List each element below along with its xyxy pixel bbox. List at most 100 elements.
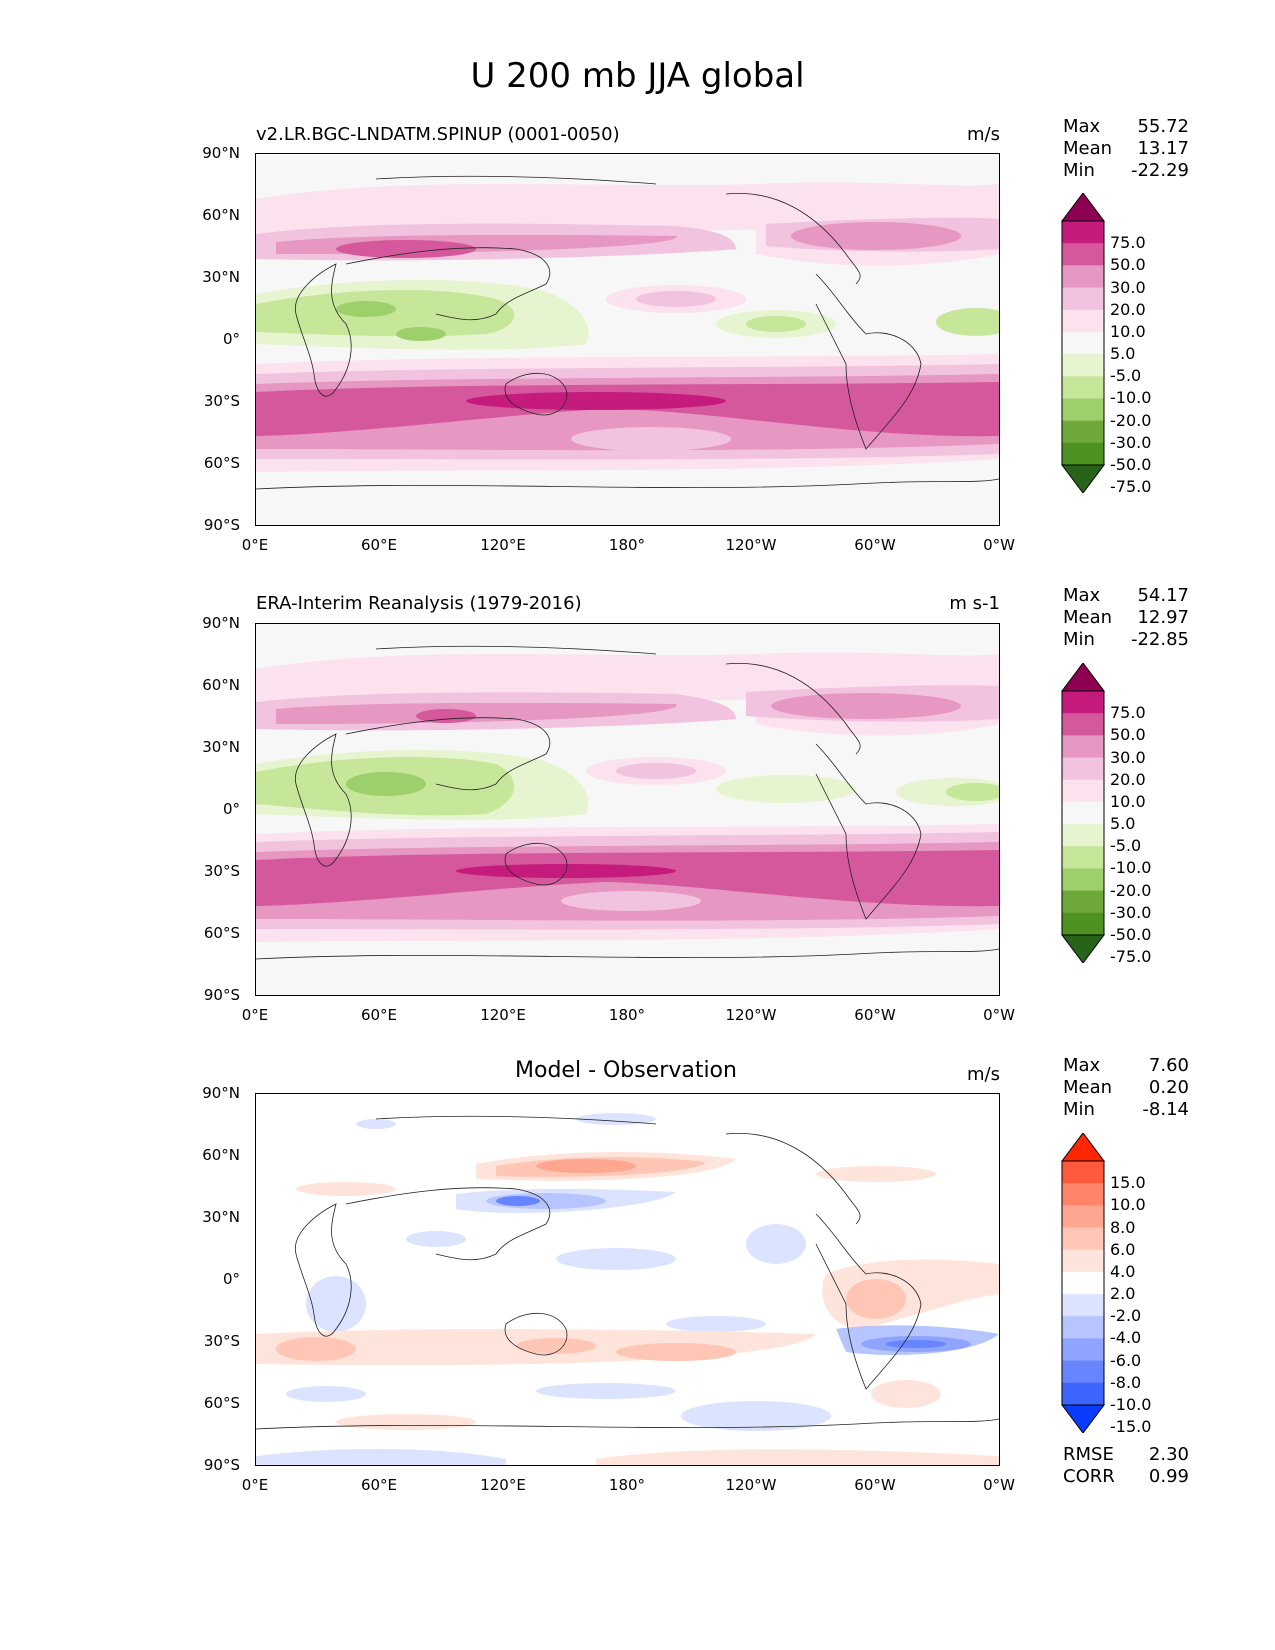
colorbar-segment	[1062, 779, 1104, 803]
panel-1-lon-tick: 180°	[608, 536, 646, 554]
colorbar-outline	[1061, 1160, 1105, 1406]
panel-3-lat-tick: 0°	[222, 1270, 240, 1288]
panel-1-lat-tick: 60°N	[202, 206, 240, 224]
panel-1-stat-mean: Mean 13.17	[1063, 138, 1189, 159]
colorbar-segment	[1062, 1382, 1104, 1406]
colorbar-tick-label: -20.0	[1110, 410, 1152, 430]
panel-1-lon-tick: 120°W	[725, 536, 777, 554]
colorbar-segment	[1062, 868, 1104, 892]
panel-1-map	[255, 153, 1000, 526]
colorbar-segment	[1062, 1271, 1104, 1295]
panel-1-lon-tick: 0°W	[983, 536, 1015, 554]
colorbar-segment	[1062, 287, 1104, 311]
colorbar-segment	[1062, 1161, 1104, 1184]
colorbar-tick-label: 8.0	[1110, 1217, 1136, 1237]
colorbar-segment	[1062, 1294, 1104, 1317]
colorbar-segment	[1062, 912, 1104, 936]
colorbar-tick-label: -50.0	[1110, 455, 1152, 474]
colorbar-tick-label: -30.0	[1110, 432, 1152, 452]
colorbar-segment	[1062, 735, 1104, 759]
colorbar-tick-label: 30.0	[1110, 747, 1146, 767]
colorbar-segment	[1062, 309, 1104, 333]
colorbar-tick-label: -30.0	[1110, 902, 1152, 922]
panel-3-stat-mean: Mean 0.20	[1063, 1077, 1189, 1098]
colorbar-segment	[1062, 243, 1104, 266]
colorbar-segment	[1062, 713, 1104, 736]
colorbar-segment	[1062, 1183, 1104, 1206]
colorbar-tick-label: 30.0	[1110, 277, 1146, 297]
colorbar-tick-label: 10.0	[1110, 1195, 1146, 1215]
colorbar-tick-label: 4.0	[1110, 1261, 1136, 1281]
panel-3-stat-max: Max 7.60	[1063, 1055, 1189, 1076]
colorbar-extend-top	[1061, 663, 1105, 692]
panel-2-contour-field	[256, 624, 999, 995]
colorbar-tick-label: -2.0	[1110, 1306, 1142, 1326]
panel-3-units: m/s	[967, 1064, 1000, 1085]
panel-1-lat-tick: 60°S	[203, 454, 240, 472]
panel-1-lon-tick: 120°E	[480, 536, 526, 554]
panel-3-stat-rmse: RMSE 2.30	[1063, 1444, 1189, 1465]
panel-3-lon-tick: 60°W	[854, 1476, 896, 1494]
colorbar-tick-label: -5.0	[1110, 836, 1142, 856]
panel-2-units: m s-1	[949, 593, 1000, 614]
panel-2-stat-min: Min -22.85	[1063, 629, 1189, 650]
colorbar-segment	[1062, 801, 1104, 825]
panel-2-stat-max: Max 54.17	[1063, 585, 1189, 606]
figure-title: U 200 mb JJA global	[470, 56, 805, 96]
colorbar-outline	[1061, 220, 1105, 466]
colorbar-tick-label: 20.0	[1110, 299, 1146, 319]
panel-3-colorbar-labels: 15.0 10.0 8.0 6.0 4.0 2.0 -2.0 -4.0 -6.0 -8.0 -10.…	[1110, 1133, 1190, 1436]
panel-1-lat-tick: 90°S	[203, 516, 240, 534]
panel-3-lat-tick: 30°S	[203, 1332, 240, 1350]
colorbar-segment	[1062, 376, 1104, 399]
colorbar-tick-label: 15.0	[1110, 1173, 1146, 1193]
colorbar-segment	[1062, 824, 1104, 847]
colorbar-tick-label: 75.0	[1110, 703, 1146, 723]
panel-1-lon-tick: 0°E	[241, 536, 269, 554]
panel-3-colorbar	[1061, 1133, 1105, 1433]
panel-1-colorbar	[1061, 193, 1105, 493]
colorbar-tick-label: 6.0	[1110, 1239, 1136, 1259]
colorbar-segment	[1062, 331, 1104, 355]
panel-2-lat-tick: 60°N	[202, 676, 240, 694]
colorbar-tick-label: -10.0	[1110, 858, 1152, 878]
panel-3-lon-tick: 120°W	[725, 1476, 777, 1494]
panel-1-contour-field	[256, 154, 999, 525]
colorbar-tick-label: 75.0	[1110, 233, 1146, 253]
colorbar-segment	[1062, 1205, 1104, 1229]
panel-2-lat-tick: 0°	[222, 800, 240, 818]
colorbar-tick-label: -10.0	[1110, 388, 1152, 408]
colorbar-tick-label: -5.0	[1110, 366, 1142, 386]
panel-3-contour-field	[256, 1094, 999, 1465]
panel-2-lon-tick: 0°E	[241, 1006, 269, 1024]
panel-3-stat-min: Min -8.14	[1063, 1099, 1189, 1120]
panel-2-lat-tick: 60°S	[203, 924, 240, 942]
panel-1-lat-tick: 30°N	[202, 268, 240, 286]
colorbar-tick-label: 2.0	[1110, 1284, 1136, 1304]
panel-2-lat-tick: 90°S	[203, 986, 240, 1004]
colorbar-extend-top	[1061, 1133, 1105, 1162]
panel-2-title: ERA-Interim Reanalysis (1979-2016)	[256, 593, 582, 614]
panel-3-lat-tick: 90°S	[203, 1456, 240, 1474]
colorbar-tick-label: -10.0	[1110, 1395, 1152, 1414]
panel-2-lon-tick: 180°	[608, 1006, 646, 1024]
panel-1-lon-tick: 60°W	[854, 536, 896, 554]
panel-3-stat-corr: CORR 0.99	[1063, 1466, 1189, 1487]
panel-3-lon-tick: 180°	[608, 1476, 646, 1494]
colorbar-segment	[1062, 1338, 1104, 1362]
panel-1-lat-tick: 0°	[222, 330, 240, 348]
colorbar-segment	[1062, 1249, 1104, 1273]
colorbar-segment	[1062, 1227, 1104, 1251]
colorbar-extend-bottom	[1061, 1404, 1105, 1433]
panel-1-stat-max: Max 55.72	[1063, 116, 1189, 137]
colorbar-segment	[1062, 265, 1104, 289]
colorbar-tick-label: -4.0	[1110, 1328, 1142, 1348]
colorbar-tick-label: -20.0	[1110, 880, 1152, 900]
colorbar-tick-label: -6.0	[1110, 1350, 1142, 1370]
colorbar-segment	[1062, 757, 1104, 781]
colorbar-segment	[1062, 1316, 1104, 1339]
colorbar-segment	[1062, 221, 1104, 244]
panel-2-map	[255, 623, 1000, 996]
colorbar-segment	[1062, 354, 1104, 377]
colorbar-segment	[1062, 420, 1104, 444]
